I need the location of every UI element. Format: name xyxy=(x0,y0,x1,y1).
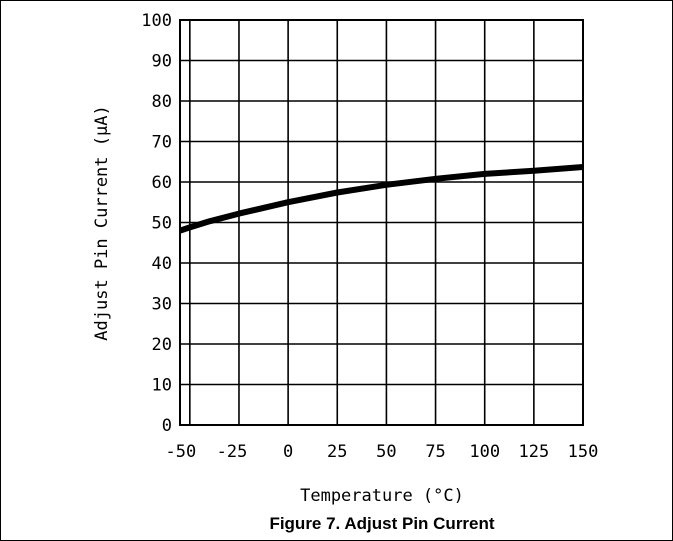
figure-caption: Figure 7. Adjust Pin Current xyxy=(269,514,494,533)
x-tick-label: 100 xyxy=(469,442,500,462)
x-tick-label: -25 xyxy=(217,442,248,462)
y-axis-label: Adjust Pin Current (µA) xyxy=(92,105,112,340)
x-tick-label: 75 xyxy=(425,442,445,462)
x-axis-label: Temperature (°C) xyxy=(300,486,464,506)
y-tick-label: 40 xyxy=(152,254,172,274)
y-tick-label: 60 xyxy=(152,173,172,193)
x-tick-label: 125 xyxy=(518,442,549,462)
x-tick-labels: -50 -25 0 25 50 75 100 125 150 xyxy=(165,442,598,462)
y-tick-label: 20 xyxy=(152,335,172,355)
x-tick-label: -50 xyxy=(165,442,196,462)
y-tick-label: 30 xyxy=(152,295,172,315)
x-tick-label: 0 xyxy=(283,442,293,462)
y-tick-labels: 0 10 20 30 40 50 60 70 80 90 100 xyxy=(141,11,172,436)
grid-layer xyxy=(180,20,583,425)
y-tick-label: 100 xyxy=(141,11,172,31)
y-tick-label: 90 xyxy=(152,52,172,72)
plot-border xyxy=(179,19,584,426)
y-tick-label: 70 xyxy=(152,133,172,153)
y-tick-label: 50 xyxy=(152,214,172,234)
series-line xyxy=(179,164,584,234)
y-tick-label: 0 xyxy=(162,416,172,436)
y-tick-label: 10 xyxy=(152,376,172,396)
x-tick-label: 150 xyxy=(568,442,599,462)
y-tick-label: 80 xyxy=(152,92,172,112)
series-layer xyxy=(179,164,584,234)
x-tick-label: 50 xyxy=(376,442,396,462)
x-tick-label: 25 xyxy=(327,442,347,462)
